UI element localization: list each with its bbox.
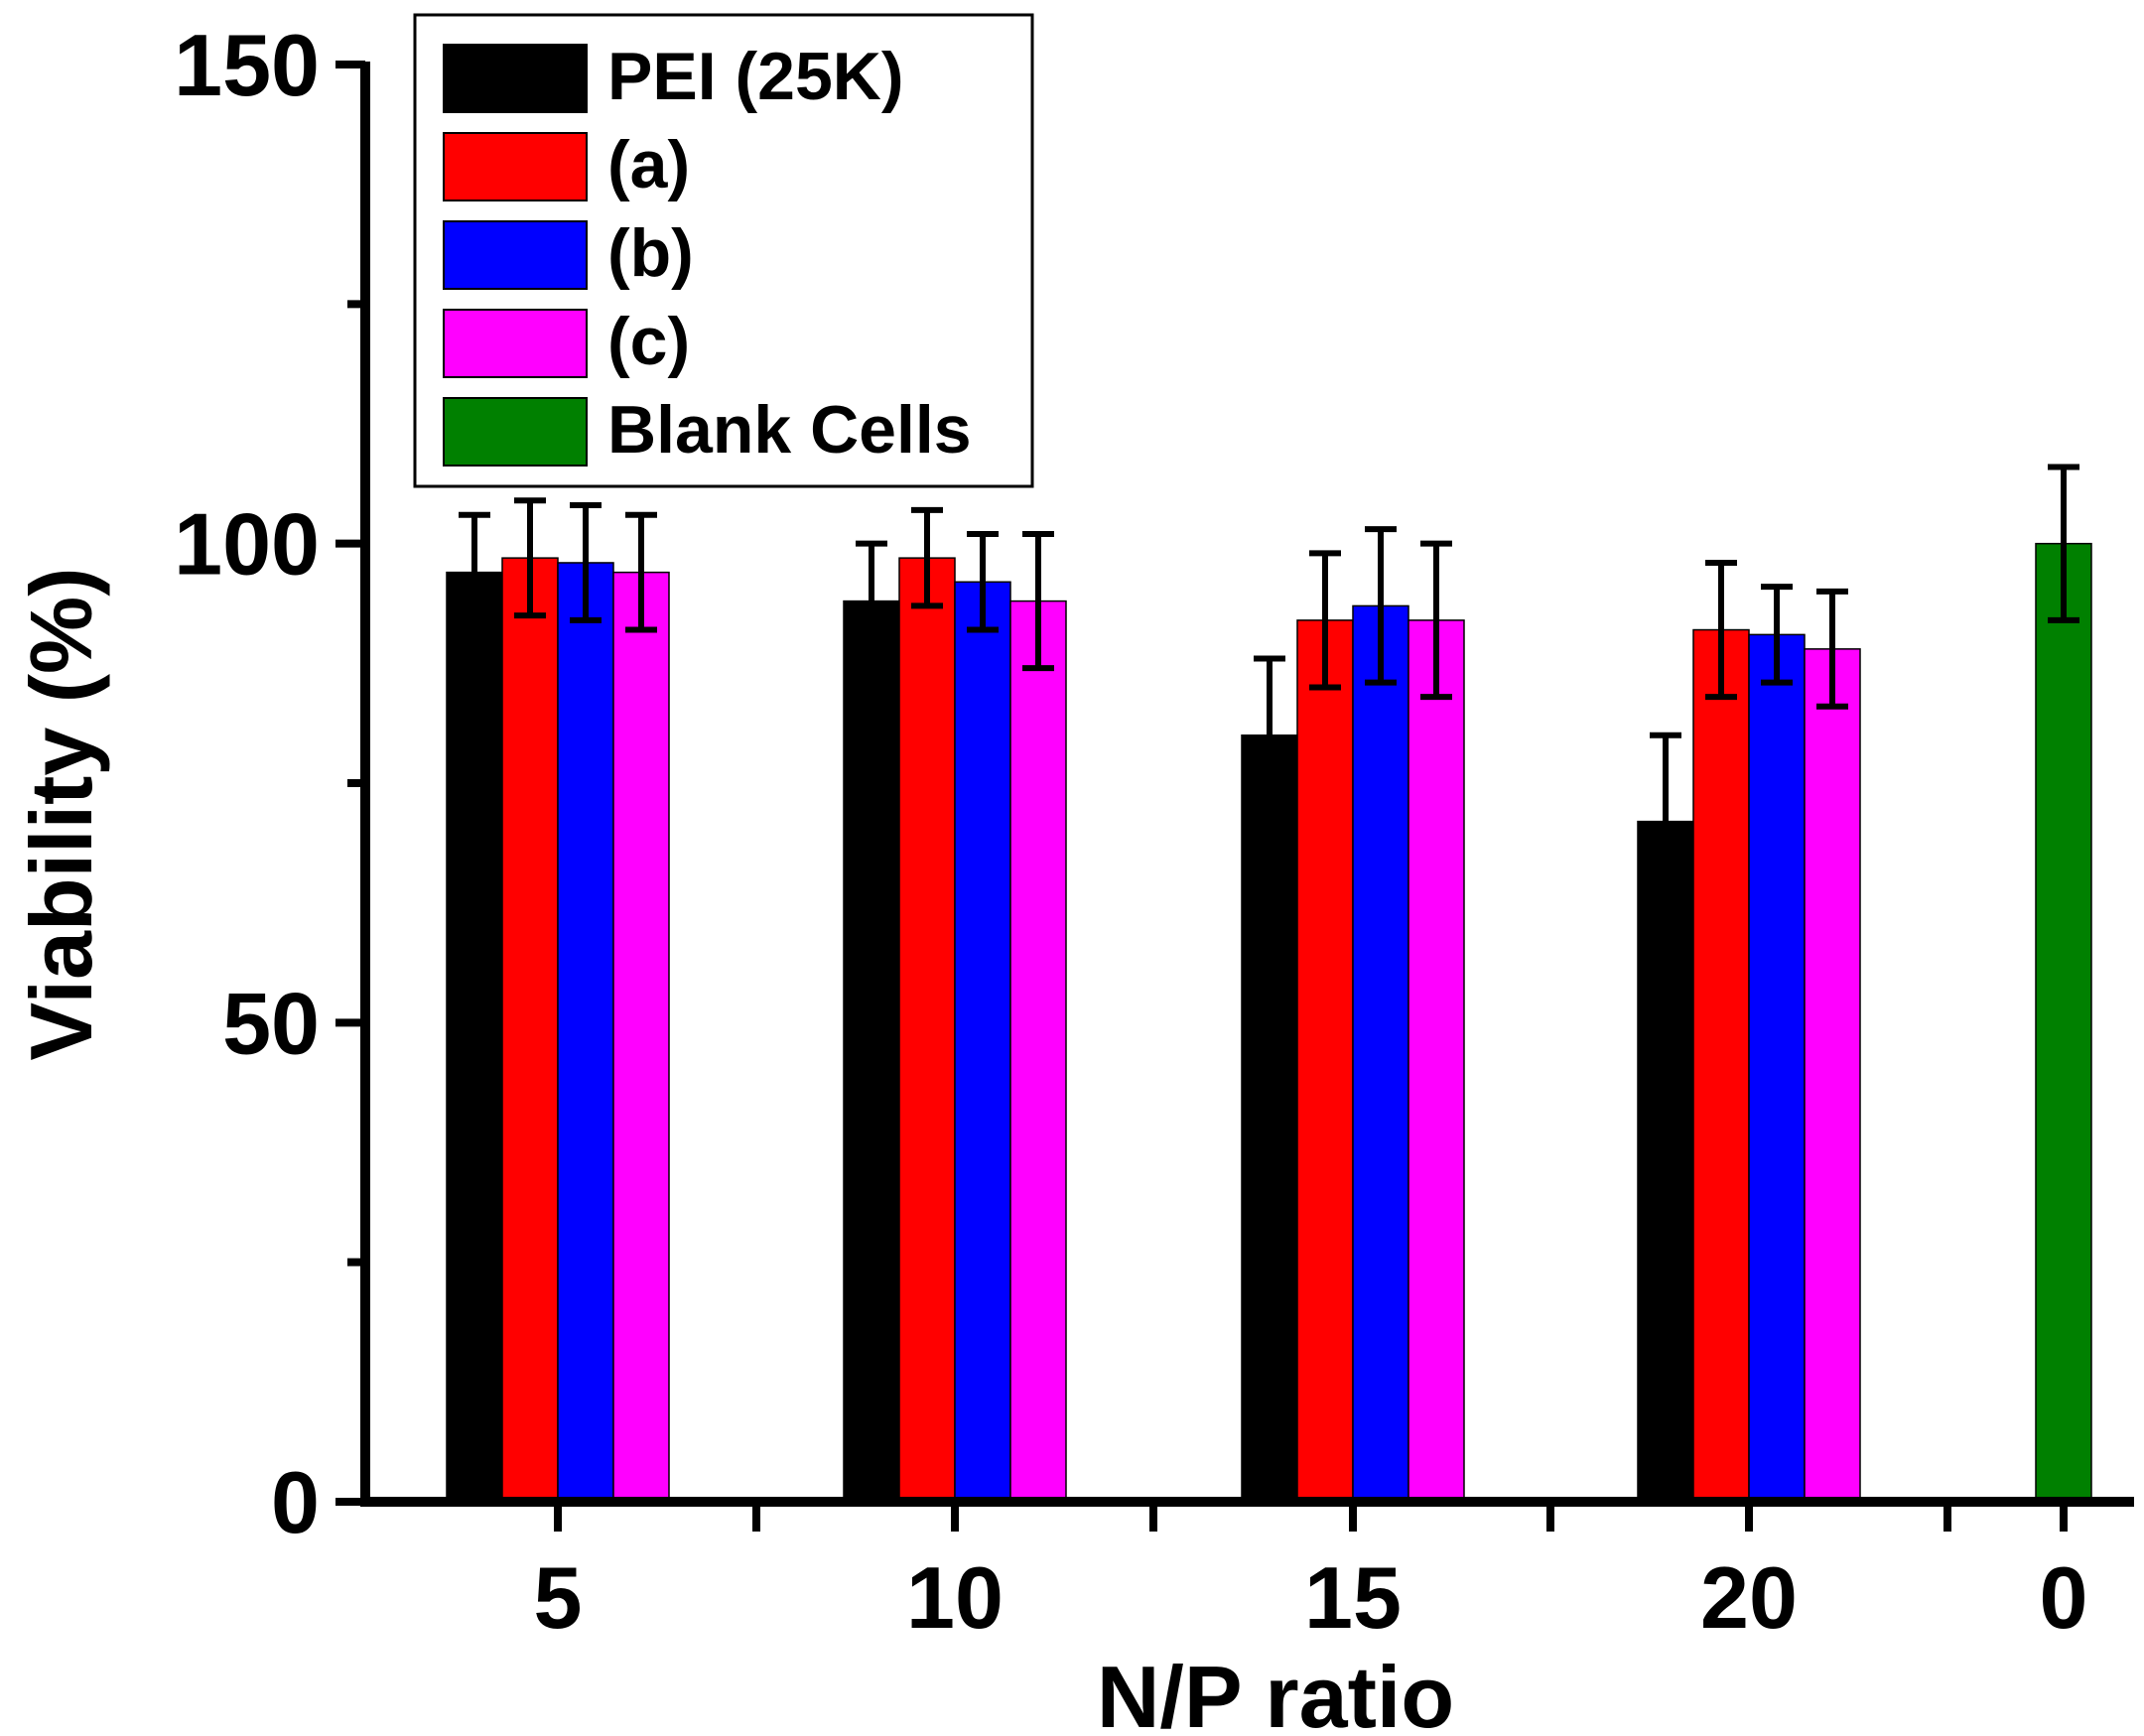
y-tick-label-50: 50 — [222, 974, 320, 1072]
bar-10-series-1 — [898, 557, 956, 1503]
legend-label-0: PEI (25K) — [607, 39, 904, 114]
bar-15-series-3 — [1407, 619, 1465, 1503]
bar-10-series-0 — [843, 600, 900, 1503]
x-tick-label-20: 20 — [1700, 1548, 1798, 1647]
y-axis-label: Viability (%) — [12, 567, 110, 1060]
legend-label-3: (c) — [607, 304, 690, 379]
legend-swatch-0 — [443, 44, 588, 113]
bar-20-series-1 — [1692, 628, 1750, 1503]
bar-10-series-2 — [954, 581, 1011, 1503]
legend-label-2: (b) — [607, 215, 694, 291]
legend-swatch-3 — [443, 309, 588, 378]
bar-5-series-1 — [501, 557, 559, 1503]
x-tick-label-15: 15 — [1304, 1548, 1402, 1647]
legend-swatch-4 — [443, 397, 588, 467]
x-tick-label-0: 0 — [2040, 1548, 2088, 1647]
bar-5-series-2 — [557, 562, 614, 1503]
ticks-layer: 5 10 15 20 0 0 50 100 150 — [174, 16, 2087, 1647]
y-tick-label-100: 100 — [174, 495, 320, 594]
y-tick-label-150: 150 — [174, 16, 320, 114]
bar-5-series-0 — [446, 571, 503, 1503]
bars-layer — [446, 542, 2092, 1503]
bar-20-series-3 — [1804, 648, 1861, 1503]
bar-20-series-2 — [1748, 633, 1806, 1503]
bar-10-series-3 — [1009, 600, 1067, 1503]
x-axis-label: N/P ratio — [1097, 1648, 1454, 1736]
bar-20-series-0 — [1637, 820, 1694, 1503]
x-tick-label-10: 10 — [906, 1548, 1004, 1647]
legend-label-1: (a) — [607, 127, 690, 202]
bar-0-series-4 — [2035, 542, 2092, 1503]
y-tick-label-0: 0 — [271, 1453, 320, 1551]
bar-15-series-1 — [1296, 619, 1354, 1503]
bar-5-series-3 — [612, 571, 670, 1503]
bar-15-series-0 — [1241, 734, 1298, 1503]
bar-15-series-2 — [1352, 604, 1409, 1503]
legend-label-4: Blank Cells — [607, 392, 972, 467]
legend-swatch-1 — [443, 132, 588, 201]
x-tick-label-5: 5 — [534, 1548, 583, 1647]
legend: PEI (25K) (a) (b) (c) Blank Cells — [413, 13, 1034, 488]
errorbars-layer — [459, 464, 2079, 911]
legend-swatch-2 — [443, 220, 588, 290]
